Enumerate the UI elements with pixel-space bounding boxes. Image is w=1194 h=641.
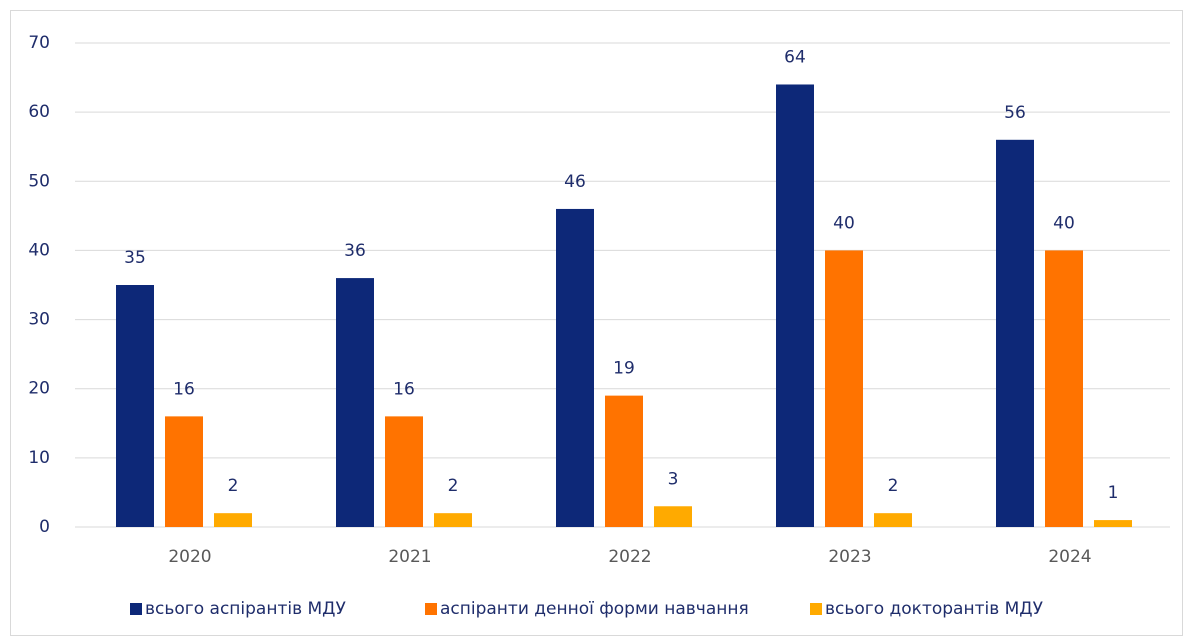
legend-label: всього докторантів МДУ [825,599,1044,619]
data-label: 16 [173,379,195,399]
legend-label: всього аспірантів МДУ [145,599,346,619]
legend-swatch [425,603,437,615]
bar [1094,520,1132,527]
bar [825,250,863,527]
bar [874,513,912,527]
data-label: 2 [448,476,459,496]
bar [165,416,203,527]
data-label: 2 [228,476,239,496]
x-tick-label: 2022 [608,547,651,567]
y-tick-label: 60 [28,102,50,122]
y-tick-label: 30 [28,310,50,330]
bar [116,285,154,527]
bar [385,416,423,527]
data-label: 2 [888,476,899,496]
legend-label: аспіранти денної форми навчання [440,599,749,619]
data-label: 1 [1108,483,1119,503]
y-tick-label: 20 [28,379,50,399]
data-label: 36 [344,241,366,261]
y-tick-label: 0 [39,517,50,537]
bar [434,513,472,527]
bar [1045,250,1083,527]
x-tick-label: 2024 [1048,547,1091,567]
bar [776,84,814,527]
bar [996,139,1034,528]
data-label: 3 [668,469,679,489]
data-label: 19 [613,359,635,379]
x-tick-label: 2020 [168,547,211,567]
x-tick-label: 2023 [828,547,871,567]
data-label: 64 [784,47,806,67]
data-label: 56 [1004,103,1026,123]
x-tick-label: 2021 [388,547,431,567]
data-label: 16 [393,379,415,399]
data-label: 35 [124,248,146,268]
legend-swatch [810,603,822,615]
y-tick-label: 50 [28,171,50,191]
chart-frame [10,10,1183,636]
bar [654,506,692,527]
bar [605,395,643,527]
legend-swatch [130,603,142,615]
y-tick-label: 40 [28,240,50,260]
bar [336,278,374,527]
y-tick-label: 10 [28,448,50,468]
bar [214,513,252,527]
bar [556,208,594,527]
data-label: 40 [833,213,855,233]
data-label: 40 [1053,213,1075,233]
data-label: 46 [564,172,586,192]
y-tick-label: 70 [28,33,50,53]
